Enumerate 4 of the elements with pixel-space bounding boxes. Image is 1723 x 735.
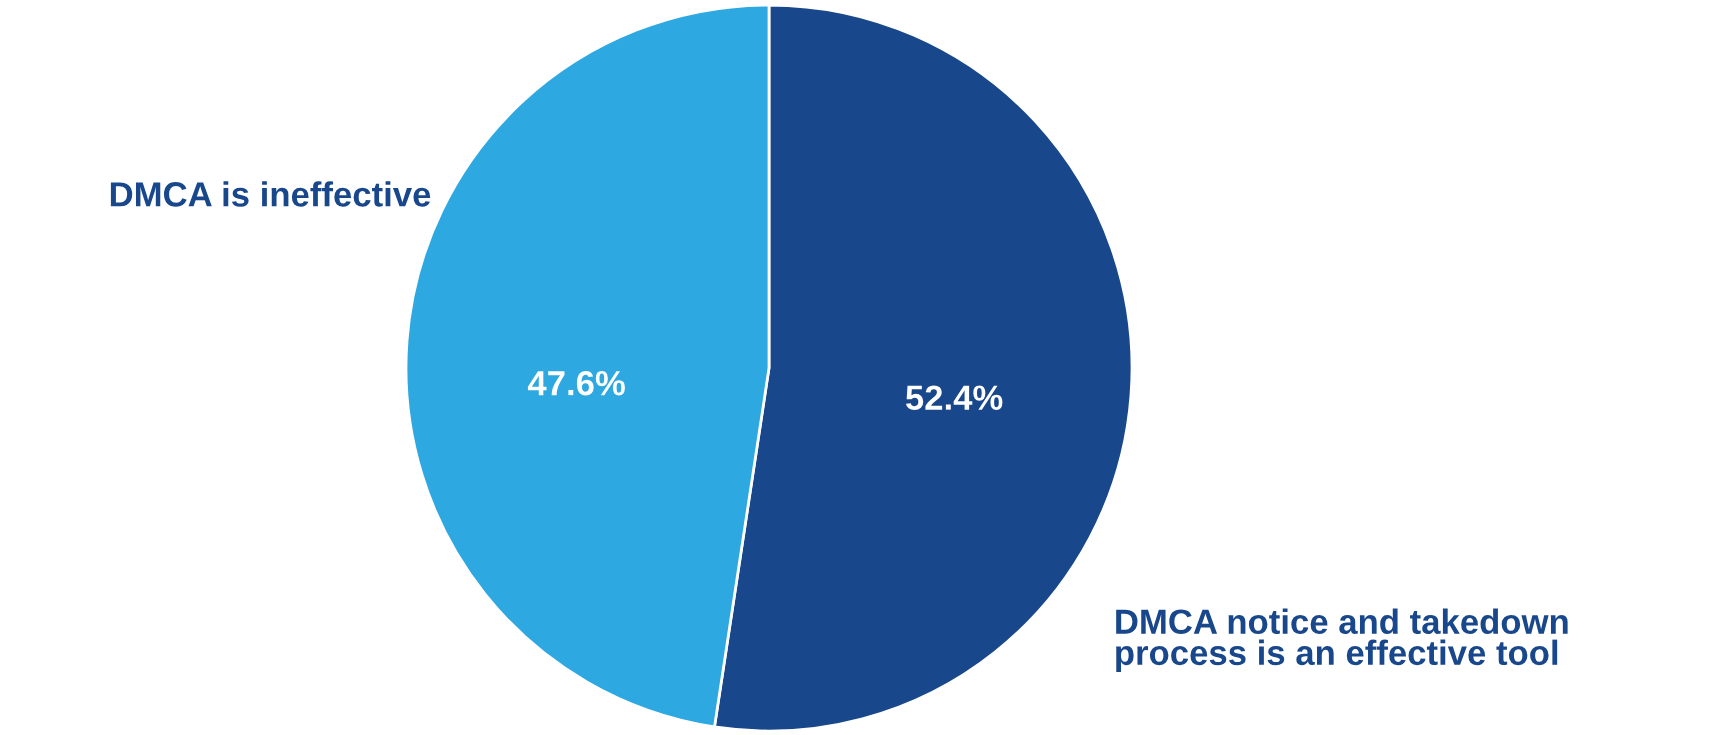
slice-label: DMCA is ineffective [110,181,431,207]
data-label: 52.4% [905,385,1003,410]
slice-label: DMCA notice and takedown process is an effective tool [1116,608,1568,672]
data-label: 47.6% [527,370,625,396]
